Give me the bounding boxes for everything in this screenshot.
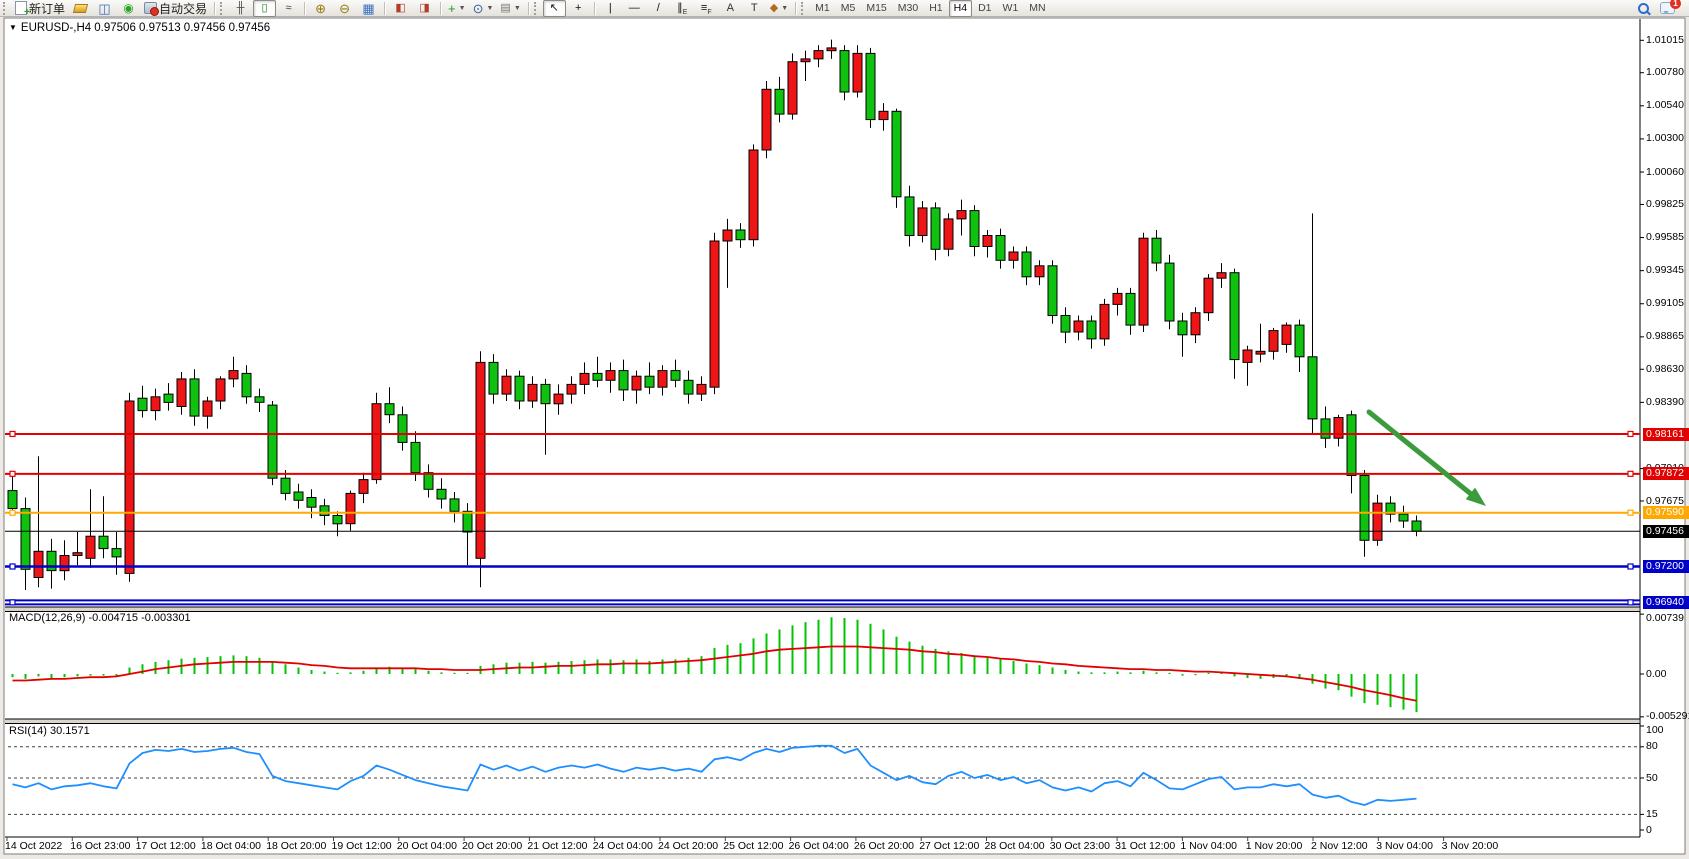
- zoom-out-button[interactable]: ⊖: [333, 0, 356, 17]
- horizontal-line-0.9759[interactable]: [5, 509, 1640, 516]
- line-chart-icon: ≈: [285, 1, 292, 14]
- new-order-button[interactable]: 新订单: [12, 0, 68, 18]
- channel-icon: ∥: [677, 1, 683, 14]
- arrange-charts-button[interactable]: ◧: [389, 0, 412, 17]
- zoom-in-button[interactable]: ⊕: [309, 0, 332, 17]
- search-icon: [1638, 2, 1649, 14]
- notifications-button[interactable]: 1: [1656, 0, 1681, 17]
- clock-icon: ⊙: [472, 0, 484, 16]
- horizontal-line-tool-button[interactable]: —: [623, 0, 646, 17]
- macd-histogram: [11, 617, 1418, 713]
- profile-window-button[interactable]: ◫: [93, 0, 116, 17]
- toolbar: 新订单◫◉自动交易╫▯≈⊕⊖▦◧◨+▼⊙▼▤▼↖+|—/∥E≡FAT◆▼M1M5…: [0, 0, 1689, 18]
- toolbar-separator: [527, 1, 529, 15]
- toolbar-separator: [440, 1, 442, 15]
- macd-signal-line: [12, 645, 1417, 702]
- chevron-down-icon: ▼: [513, 4, 521, 12]
- text-icon: A: [726, 1, 734, 14]
- zoom-out-icon: ⊖: [339, 0, 350, 16]
- trendline-icon: /: [656, 1, 660, 14]
- templates-button[interactable]: ▤ ▼: [497, 0, 523, 17]
- trendline-tool-button[interactable]: /: [647, 0, 670, 17]
- new-order-icon: [15, 1, 30, 18]
- arrange-charts-alt-button[interactable]: ◨: [413, 0, 436, 17]
- notification-badge: 1: [1670, 0, 1681, 9]
- timeframe-M30-button[interactable]: M30: [897, 2, 919, 14]
- autotrading-icon: [144, 2, 160, 16]
- horizontal-line-0.972[interactable]: [5, 563, 1640, 570]
- arrange-up-icon: ◧: [395, 1, 406, 14]
- timeframe-M15-button[interactable]: M15: [866, 2, 887, 14]
- arrows-icon: ◆: [769, 1, 779, 14]
- label-icon: T: [750, 1, 758, 14]
- label-tool-button[interactable]: T: [743, 0, 766, 17]
- toolbar-grip[interactable]: [3, 1, 8, 15]
- add-indicator-icon: +: [448, 0, 456, 16]
- zoom-in-icon: ⊕: [315, 0, 326, 16]
- toolbar-separator: [304, 1, 306, 15]
- crosshair-icon: +: [575, 1, 582, 14]
- fibonacci-tool-button[interactable]: ≡ F: [700, 1, 712, 16]
- timeframe-H1-button[interactable]: H1: [929, 2, 943, 14]
- tile-windows-button[interactable]: ▦: [357, 0, 380, 17]
- candlestick-chart-button[interactable]: ▯: [253, 0, 277, 17]
- timeframe-H4-button[interactable]: H4: [948, 0, 973, 17]
- candlestick-icon: ▯: [261, 1, 268, 14]
- crosshair-tool-button[interactable]: +: [567, 0, 590, 17]
- window-icon: ◫: [98, 0, 111, 16]
- toolbar-separator: [795, 1, 797, 15]
- arrange-down-icon: ◨: [419, 1, 430, 14]
- fibonacci-icon: ≡: [700, 1, 708, 14]
- horizontal-line-0.9694[interactable]: [5, 599, 1640, 606]
- market-watch-button[interactable]: ◉: [117, 0, 140, 17]
- bar-chart-icon: ╫: [236, 1, 245, 14]
- chat-bubble-icon: 1: [1660, 0, 1681, 14]
- horizontal-line-0.97872[interactable]: [5, 470, 1640, 477]
- autotrading-button[interactable]: 自动交易: [141, 0, 210, 17]
- arrows-tool-button[interactable]: ◆ ▼: [767, 0, 791, 17]
- toolbar-separator: [384, 1, 386, 15]
- search-button[interactable]: [1632, 0, 1655, 17]
- candles[interactable]: [7, 39, 1422, 590]
- tile-windows-icon: ▦: [362, 0, 375, 16]
- rsi-line: [12, 744, 1417, 806]
- chevron-down-icon: ▼: [458, 4, 466, 12]
- toolbar-grip[interactable]: [220, 1, 225, 15]
- timeframe-M1-button[interactable]: M1: [815, 2, 830, 14]
- bar-chart-button[interactable]: ╫: [229, 0, 252, 17]
- timeframe-D1-button[interactable]: D1: [978, 2, 992, 14]
- line-chart-button[interactable]: ≈: [277, 0, 300, 17]
- chevron-down-icon: ▼: [486, 4, 494, 12]
- cursor-tool-button[interactable]: ↖: [542, 0, 566, 17]
- toolbar-grip[interactable]: [533, 1, 539, 15]
- toolbar-separator: [214, 1, 216, 15]
- toolbar-separator: [593, 1, 595, 15]
- horizontal-line-0.98161[interactable]: [5, 430, 1640, 438]
- horizontal-line-icon: —: [628, 1, 640, 14]
- timeframe-W1-button[interactable]: W1: [1002, 2, 1019, 14]
- text-tool-button[interactable]: A: [719, 0, 742, 17]
- chevron-down-icon: ▼: [781, 4, 789, 12]
- periods-button[interactable]: ⊙ ▼: [470, 0, 497, 17]
- timeframe-MN-button[interactable]: MN: [1029, 2, 1046, 14]
- vertical-line-tool-button[interactable]: |: [599, 0, 622, 17]
- trend-arrow-annotation[interactable]: [1366, 409, 1486, 506]
- cursor-icon: ↖: [549, 1, 559, 14]
- signal-icon: ◉: [123, 0, 134, 15]
- timeframe-M5-button[interactable]: M5: [840, 2, 856, 14]
- indicators-button[interactable]: + ▼: [445, 0, 469, 17]
- template-icon: ▤: [500, 1, 511, 14]
- vertical-line-icon: |: [608, 1, 612, 14]
- toolbar-grip[interactable]: [801, 1, 806, 15]
- channel-tool-button[interactable]: ∥ E: [677, 1, 688, 16]
